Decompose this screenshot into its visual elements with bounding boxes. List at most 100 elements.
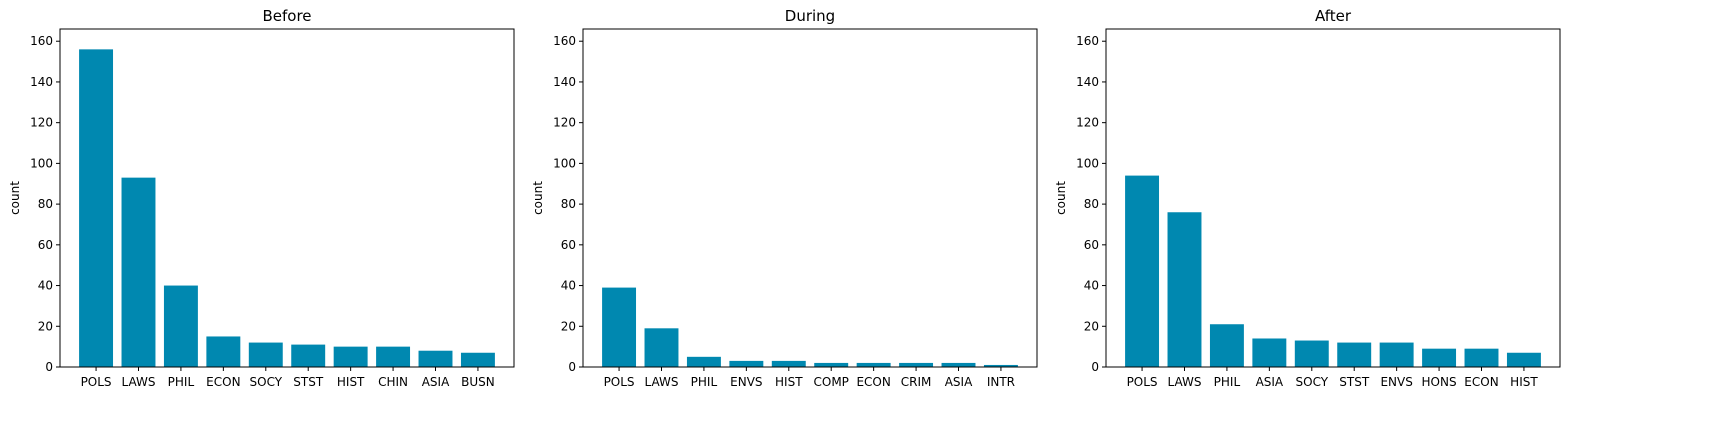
y-tick-label: 160 [1076, 34, 1099, 48]
bar-asia [418, 350, 453, 367]
bar-stst [1337, 342, 1372, 367]
bar-phil [163, 285, 198, 367]
bar-intr [983, 364, 1018, 367]
chart-panel-2: POLS LAWS PHIL ENVS HIST COMP ECON CRIM ASIA INTR… [531, 7, 1038, 389]
y-tick-label: 80 [1084, 197, 1099, 211]
bar-comp [814, 362, 849, 367]
y-tick-label: 0 [568, 360, 576, 374]
x-tick-label: PHIL [1214, 375, 1241, 389]
x-tick-label: ENVS [730, 375, 762, 389]
bar-envs [1379, 342, 1414, 367]
x-tick-label: POLS [604, 375, 635, 389]
y-tick-label: 20 [1084, 319, 1099, 333]
y-tick-label: 60 [1084, 238, 1099, 252]
axes-frame [1105, 28, 1561, 368]
bar-pols [79, 49, 114, 368]
x-tick-label: HIST [1510, 375, 1538, 389]
bar-pols [602, 287, 637, 367]
y-tick-label: 140 [1076, 75, 1099, 89]
x-tick-label: CRIM [901, 375, 932, 389]
bar-socy [1294, 340, 1329, 367]
bar-asia [941, 362, 976, 367]
bar-laws [121, 177, 156, 367]
x-tick-label: POLS [1127, 375, 1158, 389]
x-tick-label: LAWS [1167, 375, 1201, 389]
x-tick-label: ECON [856, 375, 890, 389]
x-tick-label: ECON [1464, 375, 1498, 389]
x-tick-label: LAWS [121, 375, 155, 389]
y-tick-label: 60 [561, 238, 576, 252]
chart-title: Before [262, 7, 311, 25]
x-tick-label: LAWS [644, 375, 678, 389]
bar-econ [1464, 348, 1499, 367]
y-tick-label: 80 [38, 197, 53, 211]
bar-phil [1209, 324, 1244, 367]
bar-hist [771, 360, 806, 367]
bar-socy [248, 342, 283, 367]
y-axis-label: count [531, 181, 545, 215]
x-tick-label: PHIL [168, 375, 195, 389]
y-tick-label: 100 [30, 156, 53, 170]
y-tick-label: 120 [30, 116, 53, 130]
bar-phil [686, 356, 721, 367]
x-tick-label: SOCY [250, 375, 283, 389]
bar-busn [460, 352, 495, 367]
x-tick-label: STST [293, 375, 324, 389]
chart-panel-1: POLS LAWS PHIL ECON SOCY STST HIST CHIN ASIA BUSN… [8, 7, 515, 389]
y-tick-label: 80 [561, 197, 576, 211]
y-tick-label: 160 [30, 34, 53, 48]
x-tick-label: STST [1339, 375, 1370, 389]
bar-hons [1422, 348, 1457, 367]
bar-crim [899, 362, 934, 367]
x-tick-label: ASIA [945, 375, 973, 389]
y-axis-label: count [8, 181, 22, 215]
bar-pols [1125, 175, 1160, 367]
bar-envs [729, 360, 764, 367]
y-tick-label: 140 [30, 75, 53, 89]
chart-panel-3: POLS LAWS PHIL ASIA SOCY STST ENVS HONS ECON HIST… [1054, 7, 1561, 389]
y-tick-label: 60 [38, 238, 53, 252]
y-tick-label: 160 [553, 34, 576, 48]
y-tick-label: 20 [561, 319, 576, 333]
bar-econ [206, 336, 241, 367]
bar-chin [376, 346, 411, 367]
axes-frame [59, 28, 515, 368]
y-tick-label: 40 [38, 279, 53, 293]
x-tick-label: HIST [337, 375, 365, 389]
y-tick-label: 0 [1091, 360, 1099, 374]
bar-laws [644, 328, 679, 367]
x-tick-label: HONS [1422, 375, 1457, 389]
bar-hist [1506, 352, 1541, 367]
x-tick-label: BUSN [461, 375, 495, 389]
x-tick-label: COMP [814, 375, 849, 389]
y-axis-label: count [1054, 181, 1068, 215]
axes-frame [582, 28, 1038, 368]
bar-hist [333, 346, 368, 367]
x-tick-label: ECON [206, 375, 240, 389]
y-tick-label: 120 [553, 116, 576, 130]
y-tick-label: 40 [1084, 279, 1099, 293]
x-tick-label: ENVS [1380, 375, 1412, 389]
x-tick-label: INTR [987, 375, 1015, 389]
chart-title: During [785, 7, 835, 25]
y-tick-label: 100 [553, 156, 576, 170]
y-tick-label: 120 [1076, 116, 1099, 130]
x-tick-label: SOCY [1296, 375, 1329, 389]
bar-econ [856, 362, 891, 367]
bar-laws [1167, 212, 1202, 367]
x-tick-label: HIST [775, 375, 803, 389]
y-tick-label: 0 [45, 360, 53, 374]
bar-stst [291, 344, 326, 367]
x-tick-label: ASIA [1256, 375, 1284, 389]
y-tick-label: 100 [1076, 156, 1099, 170]
y-tick-label: 20 [38, 319, 53, 333]
x-tick-label: ASIA [422, 375, 450, 389]
y-tick-label: 140 [553, 75, 576, 89]
y-tick-label: 40 [561, 279, 576, 293]
x-tick-label: POLS [81, 375, 112, 389]
bar-asia [1252, 338, 1287, 367]
x-tick-label: CHIN [378, 375, 408, 389]
x-tick-label: PHIL [691, 375, 718, 389]
chart-title: After [1315, 7, 1352, 25]
